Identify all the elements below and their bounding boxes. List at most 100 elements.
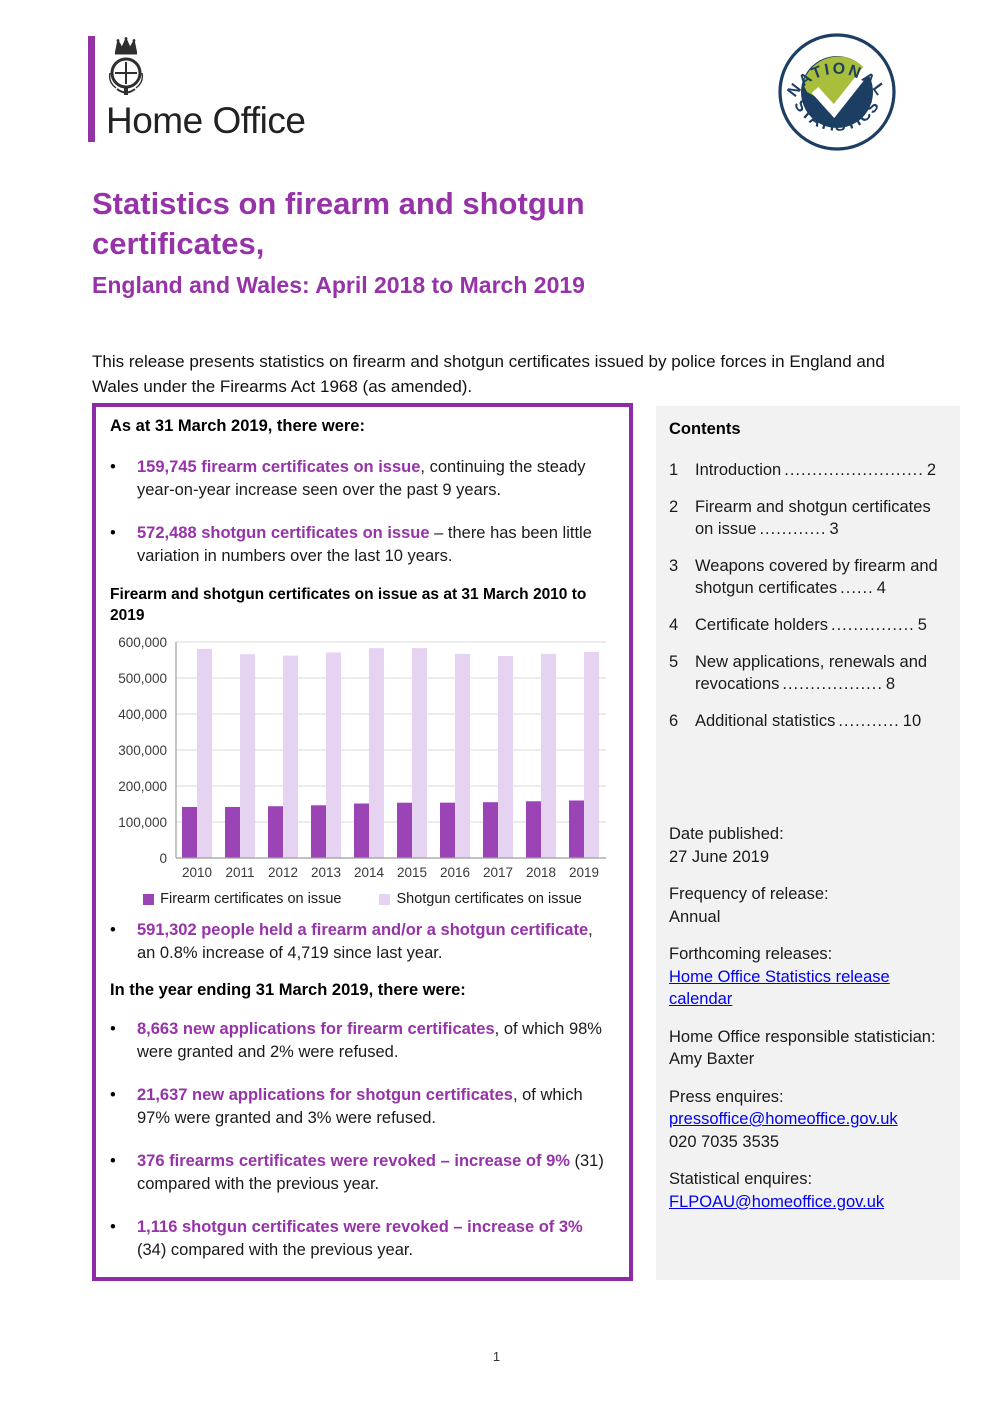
bullet-lead: 8,663 new applications for firearm certi… [137,1020,495,1038]
chart-plot-area: 0 100,000 200,000 300,000 400,000 500,000 600,… [118,635,606,880]
bullet-rest: , of which 97% were granted and 3% were … [137,1086,583,1127]
toc-number: 4 [669,616,679,634]
key-points-heading-1: As at 31 March 2019, there were: [110,417,365,435]
toc-page: 8 [885,675,896,693]
toc-item-weapons-covered[interactable]: 3 Weapons covered by firearm and shotgun… [669,555,948,599]
shotgun-swatch-icon [379,893,391,905]
toc-leader-dots: ............ [759,520,827,538]
toc-item-new-applications[interactable]: 5 New applications, renewals and revocat… [669,651,948,695]
key-points-box: As at 31 March 2019, there were: • 159,7… [92,403,633,1281]
bar-firearm-2015 [397,802,412,858]
bar-shotgun-2018 [541,653,556,858]
x-tick-label: 2014 [354,865,385,880]
bullet-marker: • [110,1020,116,1038]
toc-leader-dots: ........... [838,712,900,730]
bar-firearm-2012 [268,806,283,858]
toc-number: 2 [669,498,679,516]
bar-firearm-2010 [182,806,197,858]
press-phone: 020 7035 3535 [669,1132,780,1151]
y-tick-label: 300,000 [118,743,167,758]
toc-text: Introduction......................... 2 [695,459,948,481]
toc-number: 5 [669,653,679,671]
bar-shotgun-2015 [412,648,427,858]
x-tick-label: 2018 [526,865,556,880]
bullet-lead: 572,488 shotgun certificates on issue [137,524,430,542]
toc-item-introduction[interactable]: 1 Introduction......................... 2 [669,459,948,481]
press-enquiries-label: Press enquires: [669,1087,784,1106]
bullet-rest: (34) compared with the previous year. [137,1241,414,1259]
toc-number: 6 [669,712,679,730]
x-tick-label: 2019 [569,865,599,880]
bar-shotgun-2010 [197,648,212,858]
bar-shotgun-2011 [240,654,255,858]
toc-label: Additional statistics [695,712,836,730]
bar-shotgun-2013 [326,652,341,858]
toc-text: New applications, renewals and revocatio… [695,651,948,695]
bullet-lead: 21,637 new applications for shotgun cert… [137,1086,513,1104]
frequency-block: Frequency of release: Annual [669,883,948,928]
toc-leader-dots: ...... [840,579,874,597]
bar-firearm-2018 [526,801,541,858]
toc-text: Firearm and shotgun certificates on issu… [695,496,948,540]
bullet-text: 159,745 firearm certificates on issue, c… [137,456,615,502]
statistician-label: Home Office responsible statistician: [669,1027,936,1046]
chart-legend: Firearm certificates on issue Shotgun ce… [110,891,615,907]
x-tick-label: 2016 [440,865,470,880]
bullet-lead: 1,116 shotgun certificates were revoked … [137,1218,583,1236]
press-enquiries-block: Press enquires: pressoffice@homeoffice.g… [669,1086,948,1154]
bullet-rest: , an 0.8% increase of 4,719 since last y… [137,921,593,962]
bar-shotgun-2017 [498,656,513,858]
bar-firearm-2011 [225,806,240,858]
bullet-lead: 159,745 firearm certificates on issue [137,458,421,476]
bullet-rest: (31) compared with the previous year. [137,1152,604,1193]
forthcoming-label: Forthcoming releases: [669,945,833,963]
title-line-1: Statistics on firearm and shotgun [92,186,585,221]
toc-page: 3 [829,520,839,538]
toc-label: Certificate holders [695,616,828,634]
bar-shotgun-2016 [455,653,470,858]
toc-number: 3 [669,557,679,575]
toc-item-additional-statistics[interactable]: 6 Additional statistics........... 10 [669,710,948,732]
legend-item-shotgun: Shotgun certificates on issue [379,891,582,907]
x-tick-label: 2017 [483,865,513,880]
x-tick-label: 2012 [268,865,298,880]
x-tick-label: 2010 [182,865,212,880]
bullet-text: 21,637 new applications for shotgun cert… [137,1084,615,1130]
bullet-lead: 591,302 people held a firearm and/or a s… [137,921,589,939]
title-line-2: certificates, [92,226,265,261]
bullet-marker: • [110,458,116,476]
stats-email-link[interactable]: FLPOAU@homeoffice.gov.uk [669,1192,885,1211]
date-published-block: Date published: 27 June 2019 [669,823,948,868]
home-office-wordmark: Home Office [106,100,306,141]
frequency-label: Frequency of release: [669,885,829,903]
bullet-marker: • [110,1086,116,1104]
toc-item-certificates-on-issue[interactable]: 2 Firearm and shotgun certificates on is… [669,496,948,540]
y-tick-label: 100,000 [118,815,167,830]
bullet-lead: 376 firearms certificates were revoked –… [137,1152,570,1170]
toc-label: New applications, renewals and revocatio… [695,653,928,693]
toc-item-certificate-holders[interactable]: 4 Certificate holders............... 5 [669,614,948,636]
legend-label: Firearm certificates on issue [160,891,342,907]
bullet-marker: • [110,921,116,939]
y-tick-label: 500,000 [118,671,167,686]
toc-text: Certificate holders............... 5 [695,614,948,636]
page-title: Statistics on firearm and shotgun certif… [92,184,812,299]
bar-shotgun-2012 [283,655,298,858]
bullet-people-held: • 591,302 people held a firearm and/or a… [110,919,615,965]
bullet-marker: • [110,524,116,542]
toc-text: Additional statistics........... 10 [695,710,948,732]
national-statistics-badge-icon: NATIONAL STATISTICS [778,33,896,151]
y-tick-label: 400,000 [118,707,167,722]
page-number: 1 [492,1349,501,1364]
toc-page: 4 [876,579,886,597]
press-email-link[interactable]: pressoffice@homeoffice.gov.uk [669,1110,898,1128]
bullet-shotgun-revoked: • 1,116 shotgun certificates were revoke… [110,1216,615,1262]
y-tick-label: 600,000 [118,635,167,650]
contents-heading: Contents [669,420,741,438]
toc-number: 1 [669,461,679,479]
toc-page: 2 [926,461,937,479]
toc-leader-dots: ............... [830,616,915,634]
bullet-text: 591,302 people held a firearm and/or a s… [137,919,615,965]
statistical-enquiries-block: Statistical enquires: FLPOAU@homeoffice.… [669,1168,948,1213]
release-calendar-link[interactable]: Home Office Statistics release calendar [669,967,890,1009]
